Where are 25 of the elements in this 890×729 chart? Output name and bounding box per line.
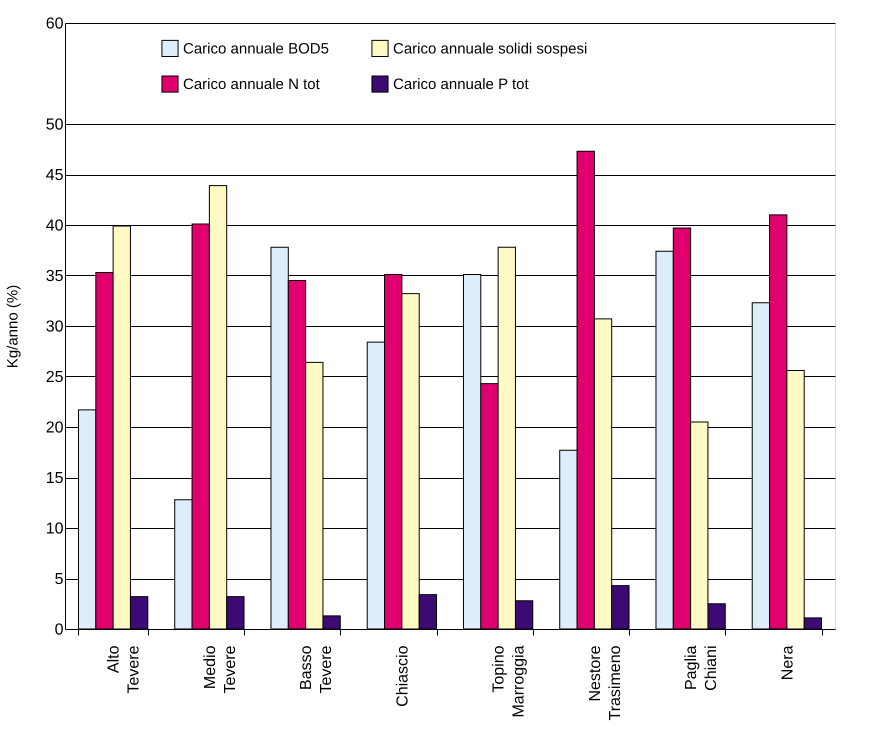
y-tick-label: 45: [46, 167, 64, 184]
y-tick-label: 0: [54, 622, 64, 638]
x-tick-label: Nera: [779, 645, 796, 680]
legend-label: Carico annuale N tot: [183, 76, 321, 93]
legend-label: Carico annuale P tot: [393, 76, 530, 93]
y-tick-label: 10: [46, 520, 64, 538]
legend-label: Carico annuale solidi sospesi: [393, 40, 588, 58]
y-tick-label: 25: [46, 369, 64, 386]
legend-label: Carico annuale BOD5: [183, 40, 329, 58]
y-tick-label: 35: [46, 268, 64, 285]
x-tick-label: Nestore Trasimeno: [586, 645, 624, 720]
y-tick-label: 50: [46, 116, 64, 134]
y-tick-label: 20: [46, 420, 64, 436]
x-tick-label: Chiascio: [394, 645, 412, 707]
y-tick-label: 5: [54, 571, 64, 588]
x-tick-label: Topino Marroggia: [490, 645, 528, 718]
x-tick-label: Alto Tevere: [106, 645, 143, 694]
y-axis-title: Kg/anno (%): [4, 284, 22, 368]
y-tick-label: 15: [46, 470, 64, 487]
x-tick-label: Medio Tevere: [202, 645, 239, 694]
x-tick-label: Basso Tevere: [298, 645, 336, 694]
x-tick-label: Paglia Chiani: [683, 645, 720, 691]
y-tick-label: 60: [46, 16, 64, 32]
y-tick-label: 30: [46, 318, 64, 336]
y-tick-label: 40: [46, 218, 64, 234]
